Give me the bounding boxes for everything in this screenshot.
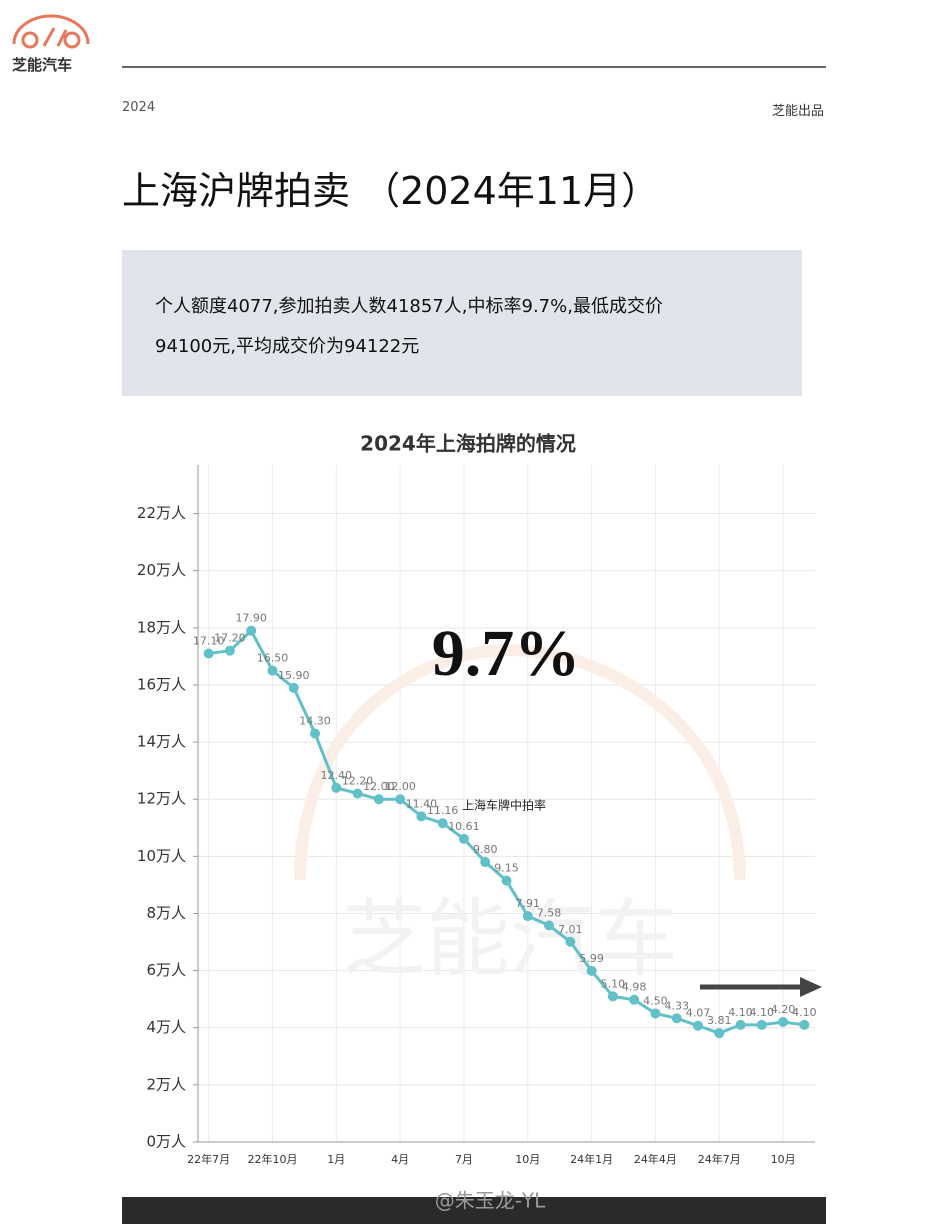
- value-label: 17.10: [193, 635, 225, 648]
- point: [331, 782, 342, 793]
- point: [565, 936, 576, 947]
- summary-line: 94100元,平均成交价为94122元: [155, 336, 420, 357]
- chart-title: 2024年上海拍牌的情况: [360, 432, 576, 456]
- point: [224, 645, 235, 656]
- value-label: 12.00: [384, 780, 416, 793]
- value-label: 11.40: [406, 797, 438, 810]
- point: [310, 728, 321, 739]
- value-label: 7.58: [537, 906, 562, 919]
- year: 2024: [122, 100, 156, 115]
- point: [544, 920, 555, 931]
- value-label: 4.10: [792, 1006, 817, 1019]
- value-label: 4.50: [643, 994, 668, 1007]
- point: [714, 1028, 725, 1039]
- point: [352, 788, 363, 799]
- x-tick-label: 10月: [515, 1153, 540, 1166]
- point: [416, 811, 427, 822]
- y-tick-label: 2万人: [146, 1075, 186, 1093]
- y-tick-label: 22万人: [137, 504, 186, 522]
- watermark: 芝能汽车: [342, 890, 678, 988]
- series-label: 上海车牌中拍率: [462, 798, 546, 813]
- annotation: 9.7%: [432, 617, 581, 690]
- value-label: 16.50: [257, 652, 289, 665]
- point: [203, 648, 214, 659]
- watermark-logo: [294, 643, 746, 881]
- footer-handle: @朱玉龙-YL: [435, 1189, 546, 1213]
- x-tick-label: 4月: [391, 1153, 409, 1166]
- value-label: 10.61: [448, 820, 480, 833]
- summary-line: 个人额度4077,参加拍卖人数41857人,中标率9.7%,最低成交价: [155, 296, 663, 317]
- point: [501, 875, 512, 886]
- publisher: 芝能出品: [771, 104, 824, 119]
- point: [692, 1020, 703, 1031]
- point: [650, 1008, 661, 1019]
- value-label: 12.40: [321, 769, 353, 782]
- brand: 芝能汽车: [12, 56, 73, 74]
- x-tick-label: 22年10月: [247, 1152, 297, 1166]
- value-label: 14.30: [299, 715, 331, 728]
- point: [756, 1019, 767, 1030]
- point: [735, 1019, 746, 1030]
- point: [288, 682, 299, 693]
- point: [629, 994, 640, 1005]
- value-label: 9.15: [494, 862, 519, 875]
- point: [607, 991, 618, 1002]
- value-label: 4.10: [750, 1006, 775, 1019]
- value-label: 7.01: [558, 923, 583, 936]
- point: [778, 1017, 789, 1028]
- value-label: 12.00: [363, 780, 395, 793]
- value-label: 5.99: [579, 952, 604, 965]
- y-tick-label: 8万人: [146, 904, 186, 922]
- point: [671, 1013, 682, 1024]
- value-label: 17.20: [214, 632, 246, 645]
- value-label: 4.07: [686, 1007, 711, 1020]
- point: [437, 818, 448, 829]
- value-label: 4.98: [622, 981, 647, 994]
- value-label: 7.91: [516, 897, 541, 910]
- x-tick-label: 10月: [771, 1153, 796, 1166]
- y-tick-label: 0万人: [146, 1133, 186, 1151]
- y-tick-label: 4万人: [146, 1018, 186, 1036]
- point: [799, 1019, 810, 1030]
- value-label: 4.10: [728, 1006, 753, 1019]
- point: [458, 833, 469, 844]
- x-tick-label: 24年7月: [698, 1152, 741, 1166]
- point: [246, 625, 257, 636]
- x-tick-label: 22年7月: [187, 1152, 230, 1166]
- point: [480, 857, 491, 868]
- footer-bar: [122, 1197, 826, 1224]
- value-label: 5.10: [601, 977, 626, 990]
- x-tick-label: 7月: [455, 1153, 473, 1166]
- logo: [12, 14, 90, 49]
- rule: [122, 66, 826, 68]
- point: [586, 965, 597, 976]
- value-label: 9.80: [473, 843, 498, 856]
- value-label: 4.33: [664, 999, 689, 1012]
- point: [522, 911, 533, 922]
- value-label: 15.90: [278, 669, 310, 682]
- y-tick-label: 6万人: [146, 961, 186, 979]
- y-tick-label: 10万人: [137, 847, 186, 865]
- point: [395, 794, 406, 805]
- y-tick-label: 14万人: [137, 733, 186, 751]
- y-tick-label: 18万人: [137, 618, 186, 636]
- value-label: 4.20: [771, 1003, 796, 1016]
- value-label: 3.81: [707, 1014, 732, 1027]
- x-tick-label: 1月: [327, 1153, 345, 1166]
- x-tick-label: 24年1月: [570, 1152, 613, 1166]
- y-tick-label: 16万人: [137, 675, 186, 693]
- point: [373, 794, 384, 805]
- value-label: 11.16: [427, 804, 459, 817]
- page-title: 上海沪牌拍卖 （2024年11月）: [122, 169, 660, 213]
- x-tick-label: 24年4月: [634, 1152, 677, 1166]
- y-tick-label: 20万人: [137, 561, 186, 579]
- value-label: 17.90: [235, 612, 267, 625]
- value-label: 12.20: [342, 775, 374, 788]
- y-tick-label: 12万人: [137, 790, 186, 808]
- point: [267, 665, 278, 676]
- arrow-head: [800, 977, 822, 997]
- summary-box: [122, 250, 802, 396]
